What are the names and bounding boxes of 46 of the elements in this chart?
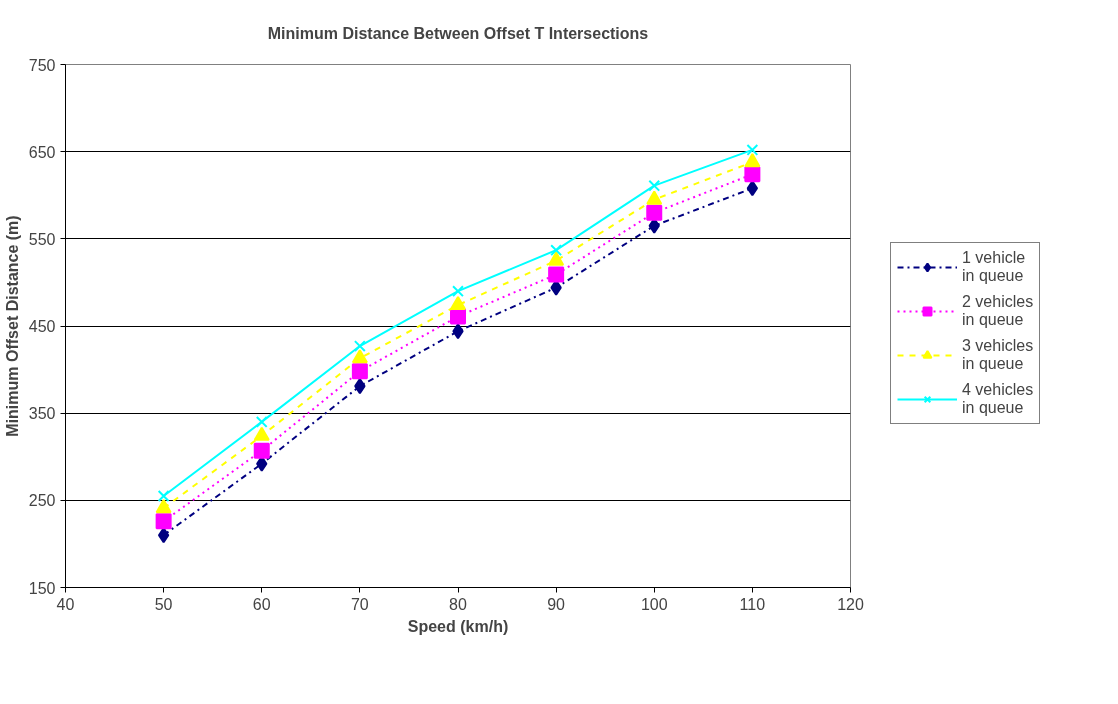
point	[253, 442, 270, 459]
y-tick-label: 550	[28, 230, 56, 248]
point	[155, 513, 172, 530]
legend-label: 3 vehicles in queue	[962, 337, 1034, 373]
x-tick-label: 70	[350, 595, 369, 613]
x-tick-label: 100	[640, 595, 668, 613]
x-tick-label: 110	[739, 595, 766, 613]
x-axis-title: Speed (km/h)	[407, 617, 509, 635]
x-tick-label: 80	[449, 595, 467, 613]
y-tick-label: 350	[28, 405, 56, 423]
point	[746, 180, 759, 197]
point	[450, 296, 466, 311]
y-tick-label: 450	[28, 318, 56, 335]
point	[646, 190, 663, 205]
point	[354, 378, 366, 395]
legend-label: 2 vehicles in queue	[962, 293, 1034, 329]
point	[353, 340, 366, 352]
point	[255, 415, 268, 428]
point	[548, 251, 565, 266]
chart-title: Minimum Distance Between Offset T Intersections	[267, 25, 649, 42]
y-tick-label: 250	[28, 492, 56, 510]
point	[550, 244, 563, 257]
point	[744, 166, 761, 183]
y-tick-label: 650	[28, 143, 56, 161]
point	[744, 153, 761, 168]
point	[646, 204, 663, 221]
point	[452, 323, 464, 340]
point	[351, 363, 368, 380]
x-tick-label: 90	[547, 595, 566, 613]
x-tick-label: 50	[154, 595, 173, 613]
y-axis-title: Minimum Offset Distance (m)	[3, 215, 21, 437]
x-tick-label: 40	[56, 595, 75, 613]
point	[452, 285, 464, 298]
x-tick-label: 60	[252, 595, 271, 613]
point	[746, 143, 759, 156]
point	[351, 349, 368, 364]
legend-label: 4 vehicles in queue	[962, 381, 1034, 417]
point	[157, 490, 170, 502]
point	[648, 179, 661, 192]
point	[548, 266, 565, 283]
point	[157, 527, 170, 544]
y-tick-label: 150	[28, 579, 56, 597]
y-tick-label: 750	[28, 56, 56, 74]
legend-label: 1 vehicle in queue	[962, 249, 1026, 285]
x-tick-label: 120	[837, 595, 864, 613]
point	[155, 499, 172, 514]
